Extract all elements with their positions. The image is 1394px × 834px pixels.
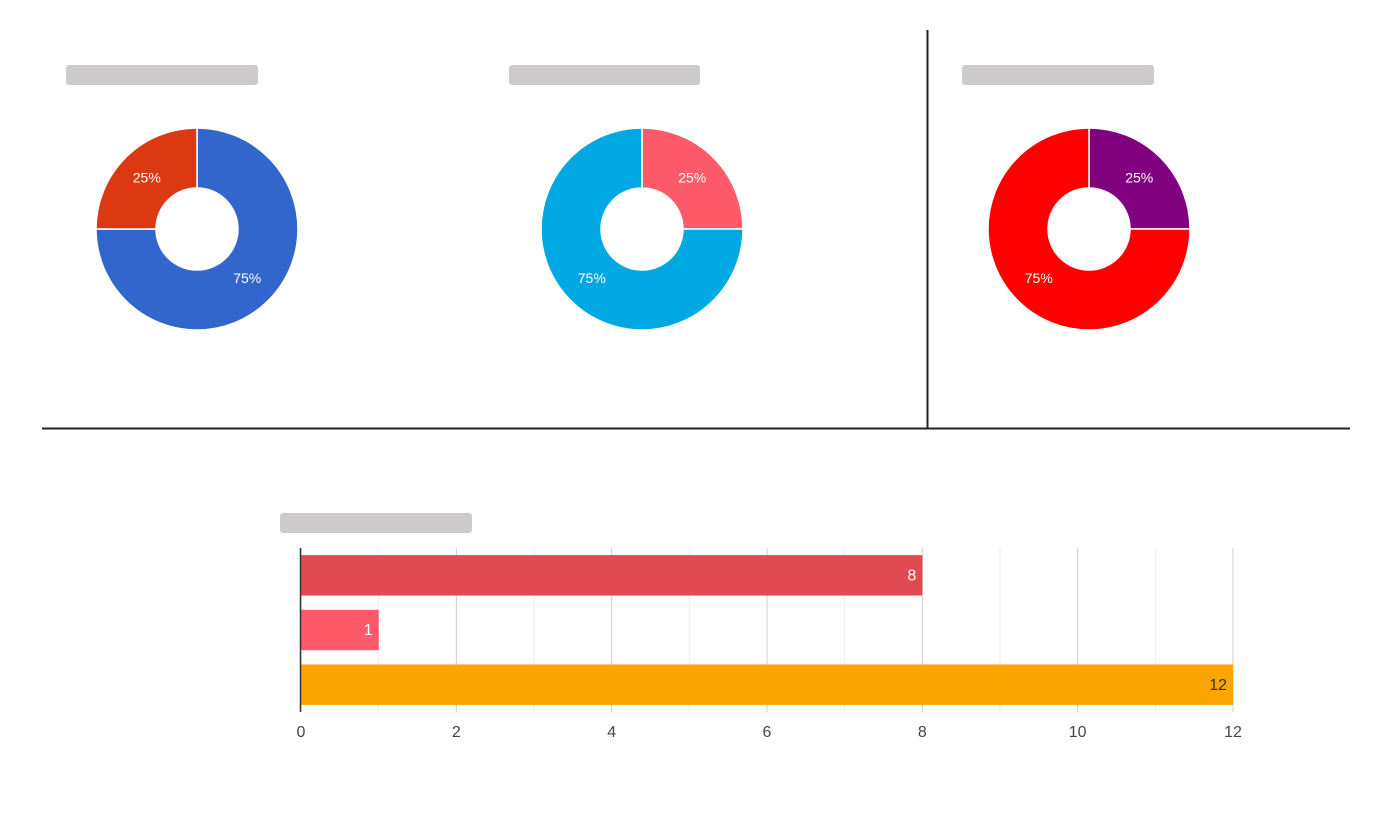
slice-label: 75% [578, 270, 606, 286]
donut-slice [95, 127, 299, 331]
x-tick-label: 4 [607, 724, 616, 741]
x-tick-label: 2 [452, 724, 461, 741]
bar-value-label: 8 [907, 568, 916, 585]
x-tick-label: 12 [1224, 724, 1242, 741]
bar [301, 609, 379, 651]
donut-slice [987, 127, 1191, 331]
title-placeholder [280, 513, 472, 533]
bar [301, 555, 923, 596]
bar-value-label: 12 [1209, 677, 1227, 694]
slice-label: 25% [133, 169, 161, 185]
x-tick-label: 10 [1069, 724, 1087, 741]
donut-slice [641, 127, 744, 230]
x-tick-label: 0 [297, 724, 306, 741]
slice-label: 75% [233, 270, 261, 286]
slice-label: 25% [1125, 169, 1153, 185]
donut-slice [540, 127, 744, 331]
x-tick-label: 6 [763, 724, 772, 741]
title-placeholder [962, 65, 1154, 85]
donut-slice [1088, 127, 1191, 230]
title-placeholder [66, 65, 258, 85]
x-tick-label: 8 [918, 724, 927, 741]
title-placeholder [509, 65, 700, 85]
slice-label: 25% [678, 169, 706, 185]
donut-slice [95, 127, 198, 230]
slice-label: 75% [1025, 270, 1053, 286]
bar-value-label: 1 [364, 622, 373, 639]
bar [301, 664, 1233, 705]
